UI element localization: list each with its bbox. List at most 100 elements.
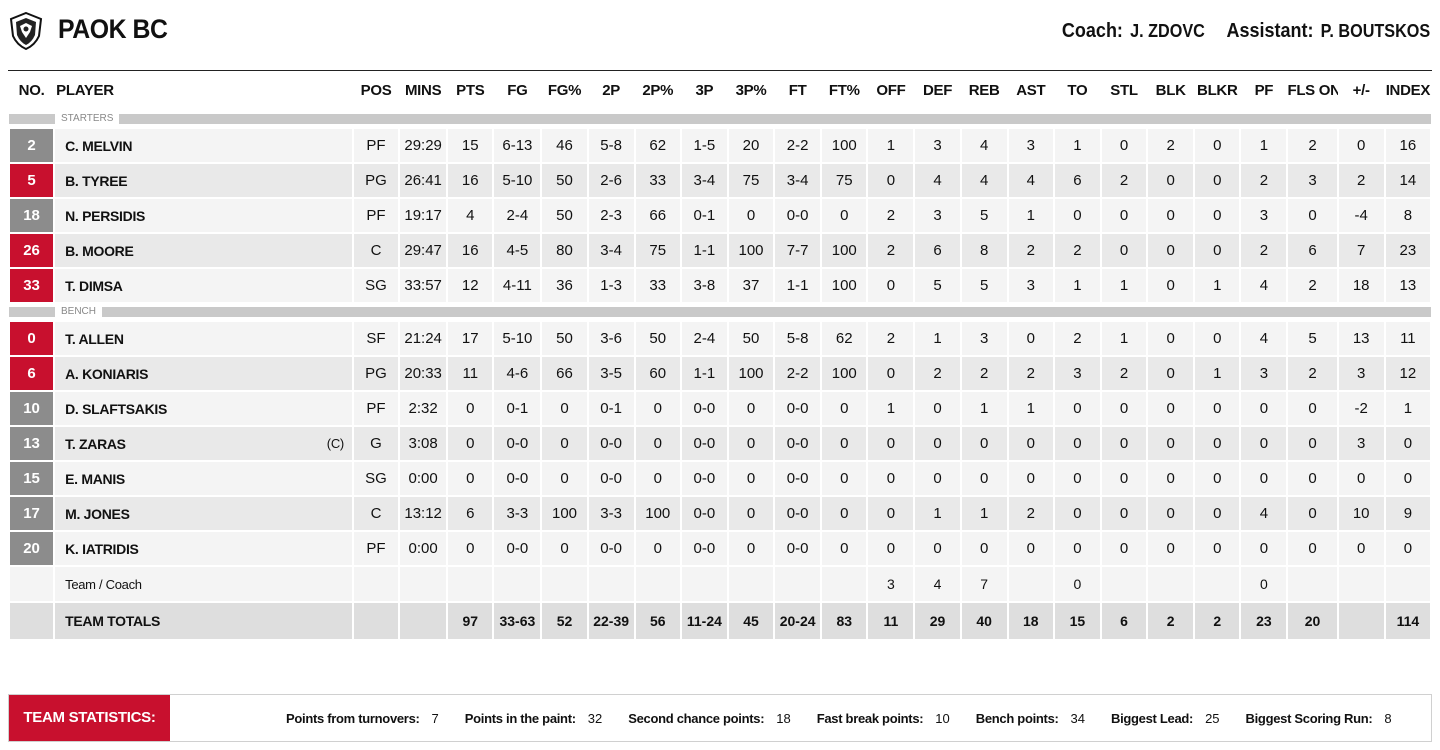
team-stat-label: Bench points: [975, 710, 1059, 726]
stat-cell: 3:08 [398, 425, 449, 462]
stat-cell: 50 [540, 162, 589, 199]
player-name-cell[interactable]: C. MELVIN [53, 127, 354, 164]
stat-cell: PF [351, 390, 401, 427]
column-header[interactable]: REB [960, 71, 1008, 111]
stat-cell: 0 [866, 530, 916, 567]
player-name[interactable]: M. JONES [65, 505, 130, 522]
stat-cell: 0-0 [586, 460, 636, 497]
column-header[interactable]: 3P% [727, 71, 775, 111]
stat-cell: 0 [1193, 390, 1242, 427]
team-stat-item: Points in the paint: 32 [465, 711, 602, 726]
column-header[interactable]: FT% [821, 71, 868, 111]
column-header[interactable]: MINS [399, 71, 448, 111]
player-name[interactable]: B. TYREE [65, 172, 128, 189]
player-name[interactable]: B. MOORE [65, 242, 134, 259]
total-cell: 11 [866, 601, 916, 641]
column-header[interactable]: AST [1007, 71, 1054, 111]
stat-cell: 1-1 [679, 355, 729, 392]
player-name-cell[interactable]: T. DIMSA [53, 267, 354, 304]
team-statistics-label: TEAM STATISTICS: [9, 695, 170, 741]
stat-cell: 5 [1286, 320, 1339, 357]
team-stat-value: 32 [587, 710, 603, 726]
total-cell: 97 [446, 601, 495, 641]
player-row[interactable]: 13 T. ZARAS (C) G 3:08 0 0-0 0 0-0 0 0-0 0 0-0 0 0 0 0 0 0… [7, 425, 1433, 462]
stat-cell: 0 [1099, 232, 1149, 269]
stat-cell: 0 [959, 460, 1009, 497]
stat-cell: 0 [1052, 460, 1102, 497]
player-row[interactable]: 26 B. MOORE C 29:47 16 4-5 80 3-4 75 1-1 100 7-7 100… [7, 232, 1433, 269]
stat-cell: 1 [913, 320, 962, 357]
player-row[interactable]: 6 A. KONIARIS PG 20:33 11 4-6 66 3-5 60 1-1 100 2-2… [7, 355, 1433, 392]
column-header[interactable]: FG% [541, 71, 588, 111]
player-name-cell[interactable]: T. ZARAS (C) [53, 425, 354, 462]
column-header[interactable]: BLKR [1194, 71, 1241, 111]
player-name-cell[interactable]: D. SLAFTSAKIS [53, 390, 354, 427]
column-header[interactable]: 2P% [634, 71, 681, 111]
column-header[interactable]: PF [1240, 71, 1288, 111]
column-header[interactable]: PTS [447, 71, 494, 111]
stat-cell: 80 [540, 232, 589, 269]
player-name-cell[interactable]: B. TYREE [53, 162, 354, 199]
column-header[interactable]: OFF [867, 71, 915, 111]
player-name[interactable]: A. KONIARIS [65, 365, 149, 382]
column-header[interactable]: POS [352, 71, 400, 111]
player-name-cell[interactable]: B. MOORE [53, 232, 354, 269]
player-name-cell[interactable]: M. JONES [53, 495, 354, 532]
total-cell [398, 601, 449, 641]
jersey-number: 26 [7, 232, 56, 269]
player-name-cell[interactable]: T. ALLEN [53, 320, 354, 357]
stat-cell: 0 [1099, 530, 1149, 567]
stat-cell [540, 565, 589, 603]
column-header[interactable]: BLK [1147, 71, 1195, 111]
player-name-cell[interactable]: K. IATRIDIS [53, 530, 354, 567]
stat-cell: 0 [1006, 530, 1055, 567]
stat-cell: 100 [820, 355, 869, 392]
stat-cell: 0 [1239, 460, 1289, 497]
column-header[interactable]: DEF [914, 71, 961, 111]
player-row[interactable]: 10 D. SLAFTSAKIS PF 2:32 0 0-1 0 0-1 0 0-0 0 0-0 0 1 0… [7, 390, 1433, 427]
column-header[interactable]: INDEX [1384, 71, 1431, 111]
stat-cell: 0 [866, 267, 916, 304]
stat-cell: 0-0 [492, 530, 543, 567]
player-name[interactable]: C. MELVIN [65, 137, 133, 154]
player-name-cell[interactable]: A. KONIARIS [53, 355, 354, 392]
player-row[interactable]: 20 K. IATRIDIS PF 0:00 0 0-0 0 0-0 0 0-0 0 0-0 0 0 0 0 0… [7, 530, 1433, 567]
player-name[interactable]: N. PERSIDIS [65, 207, 146, 224]
player-name[interactable]: D. SLAFTSAKIS [65, 400, 168, 417]
column-header[interactable]: FLS ON [1287, 71, 1338, 111]
column-header[interactable]: 2P [587, 71, 635, 111]
player-name[interactable]: T. ZARAS [65, 435, 126, 452]
stat-cell: PF [351, 127, 401, 164]
player-name[interactable]: E. MANIS [65, 470, 125, 487]
column-header[interactable]: NO. [9, 71, 55, 111]
column-header[interactable]: +/- [1337, 71, 1385, 111]
player-name[interactable]: T. ALLEN [65, 330, 124, 347]
column-header[interactable]: FG [493, 71, 542, 111]
column-header[interactable]: 3P [680, 71, 728, 111]
stat-cell: 0 [1336, 127, 1386, 164]
stat-cell: 2-6 [586, 162, 636, 199]
player-name[interactable]: T. DIMSA [65, 277, 123, 294]
stat-cell: 13 [1336, 320, 1386, 357]
player-name-cell[interactable]: N. PERSIDIS [53, 197, 354, 234]
column-header[interactable]: TO [1053, 71, 1101, 111]
player-row[interactable]: 2 C. MELVIN PF 29:29 15 6-13 46 5-8 62 1-5 20 2-2 10… [7, 127, 1433, 164]
column-header[interactable]: STL [1100, 71, 1148, 111]
player-row[interactable]: 33 T. DIMSA SG 33:57 12 4-11 36 1-3 33 3-8 37 1-1 10… [7, 267, 1433, 304]
player-name[interactable]: K. IATRIDIS [65, 540, 139, 557]
column-header[interactable]: PLAYER [54, 71, 353, 111]
player-row[interactable]: 15 E. MANIS SG 0:00 0 0-0 0 0-0 0 0-0 0 0-0 0 0 0 0 0 0 0 0… [7, 460, 1433, 497]
stat-cell: 0-0 [773, 197, 823, 234]
player-row[interactable]: 18 N. PERSIDIS PF 19:17 4 2-4 50 2-3 66 0-1 0 0-0 0 2… [7, 197, 1433, 234]
column-header[interactable]: FT [774, 71, 822, 111]
stat-cell: 2 [913, 355, 962, 392]
team-stat-item: Second chance points: 18 [628, 711, 790, 726]
player-row[interactable]: 5 B. TYREE PG 26:41 16 5-10 50 2-6 33 3-4 75 3-4 75 0… [7, 162, 1433, 199]
total-cell: 29 [913, 601, 962, 641]
player-row[interactable]: 0 T. ALLEN SF 21:24 17 5-10 50 3-6 50 2-4 50 5-8 62 2… [7, 320, 1433, 357]
stat-cell: 2 [959, 355, 1009, 392]
player-row[interactable]: 17 M. JONES C 13:12 6 3-3 100 3-3 100 0-0 0 0-0 0 0 1 1… [7, 495, 1433, 532]
stat-cell: 5 [959, 197, 1009, 234]
stat-cell: 0 [1286, 530, 1339, 567]
player-name-cell[interactable]: E. MANIS [53, 460, 354, 497]
